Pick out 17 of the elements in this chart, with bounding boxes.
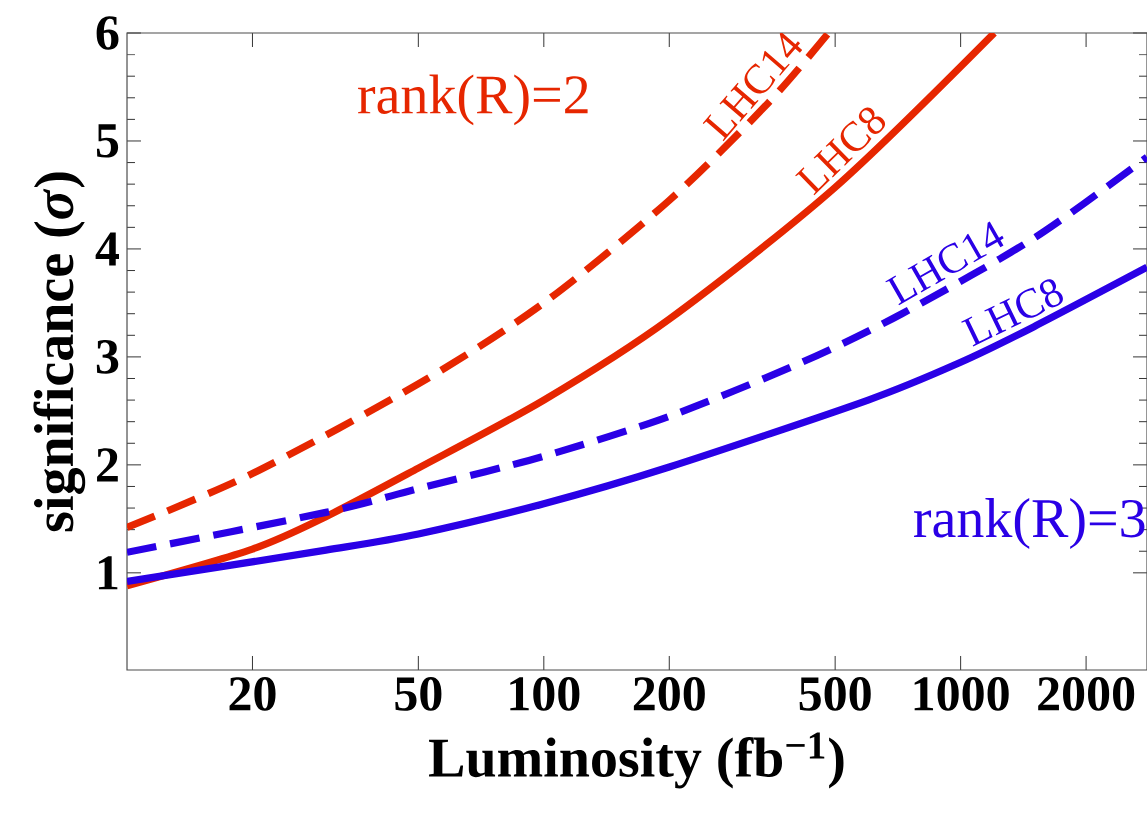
annotation: rank(R)=2 [358, 74, 588, 126]
x-tick-label: 2000 [1038, 677, 1135, 711]
y-tick-label: 6 [96, 16, 119, 50]
x-tick-label: 1000 [914, 677, 1009, 711]
x-axis-title: Luminosity (fb$^{−1}$) [429, 732, 844, 789]
y-tick-label: 3 [96, 340, 119, 374]
x-tick-label: 200 [633, 677, 705, 711]
x-tick-label: 20 [229, 677, 276, 711]
y-tick-label: 4 [95, 232, 119, 266]
y-tick-label: 5 [96, 124, 119, 158]
y-axis-title: significance (σ) [33, 172, 86, 532]
x-tick-label: 100 [510, 677, 580, 711]
annotation: rank(R)=3 [914, 498, 1145, 549]
y-tick-label: 2 [97, 448, 118, 482]
y-tick-label: 1 [98, 556, 118, 590]
x-tick-label: 500 [799, 677, 871, 711]
x-tick-label: 50 [395, 677, 442, 711]
